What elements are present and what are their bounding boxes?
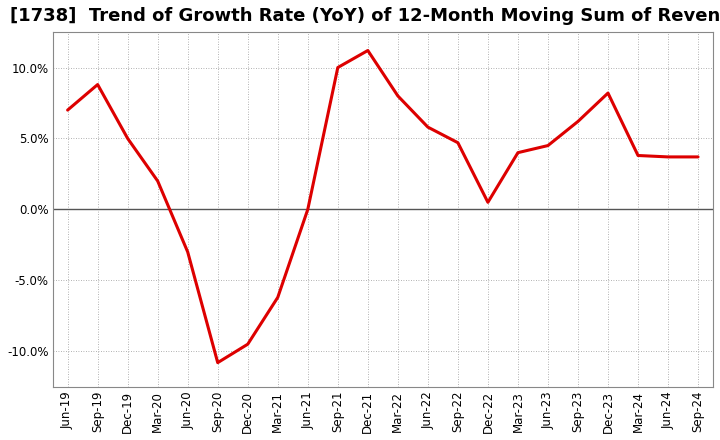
Title: [1738]  Trend of Growth Rate (YoY) of 12-Month Moving Sum of Revenues: [1738] Trend of Growth Rate (YoY) of 12-… [10, 7, 720, 25]
